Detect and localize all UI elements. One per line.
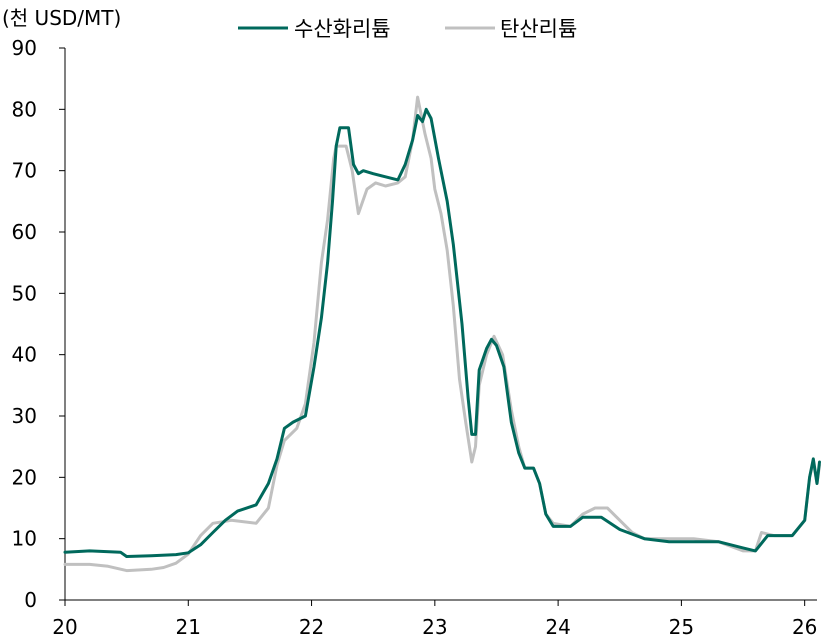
y-tick-label: 70 [12,159,37,183]
y-axis-ticks: 0 10 20 30 40 50 60 70 80 90 [12,36,65,612]
series-line-lithium-hydroxide [63,107,821,558]
x-tick-label: 24 [545,615,570,639]
x-tick-label: 21 [176,615,201,639]
x-tick-label: 25 [669,615,694,639]
legend-label-lithium-hydroxide: 수산화리튬 [294,17,391,41]
x-tick-label: 23 [422,615,447,639]
y-tick-label: 80 [12,97,37,121]
y-tick-label: 10 [12,527,37,551]
x-tick-label: 20 [52,615,77,639]
y-tick-label: 50 [12,281,37,305]
y-tick-label: 40 [12,343,37,367]
y-axis-unit-label: (천 USD/MT) [2,6,121,30]
y-tick-label: 60 [12,220,37,244]
series-layer [63,95,821,573]
legend: 수산화리튬 탄산리튬 [238,17,577,41]
axes [64,48,817,601]
legend-label-lithium-carbonate: 탄산리튬 [500,17,577,41]
y-tick-label: 0 [24,588,37,612]
y-tick-label: 30 [12,404,37,428]
x-tick-label: 26 [792,615,817,639]
y-tick-label: 20 [12,465,37,489]
x-tick-label: 22 [299,615,324,639]
y-tick-label: 90 [12,36,37,60]
x-axis-ticks: 20 21 22 23 24 25 26 [52,600,817,639]
series-line-lithium-carbonate [63,95,821,573]
